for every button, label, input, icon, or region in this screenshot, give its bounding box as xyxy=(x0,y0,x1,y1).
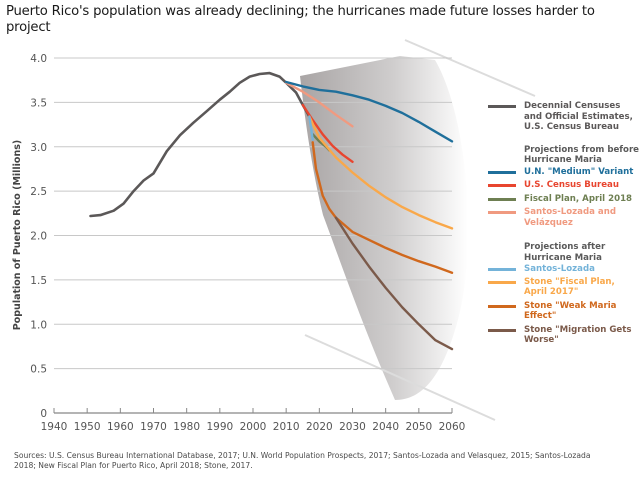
legend-item-santos-lozada-velazquez: Santos-Lozada and Velázquez xyxy=(486,207,624,228)
legend-swatch xyxy=(488,170,516,174)
x-tick-label: 1990 xyxy=(206,421,233,433)
legend-heading-before: Projections from before Hurricane Maria xyxy=(524,144,640,166)
series-line-5 xyxy=(308,115,314,141)
legend-item-historical: Decennial Censuses and Official Estimate… xyxy=(486,101,640,133)
y-tick-label: 1.5 xyxy=(30,275,47,287)
legend-item-stone-migration-worse: Stone "Migration Gets Worse" xyxy=(486,325,634,346)
x-tick-label: 1980 xyxy=(173,421,200,433)
y-tick-label: 4.0 xyxy=(30,53,47,65)
y-tick-label: 2.5 xyxy=(30,186,47,198)
series-line-4 xyxy=(285,81,354,128)
legend-item-santos-lozada: Santos-Lozada xyxy=(486,264,640,275)
legend-swatch xyxy=(488,268,516,271)
y-axis-label: Population of Puerto Rico (Millions) xyxy=(12,140,23,330)
legend-item-stone-fiscal-plan: Stone "Fiscal Plan, April 2017" xyxy=(486,277,624,298)
legend-swatch xyxy=(488,280,516,284)
x-tick-label: 1950 xyxy=(74,421,101,433)
x-tick-label: 2060 xyxy=(439,421,466,433)
sources-note: Sources: U.S. Census Bureau Internationa… xyxy=(14,451,591,470)
x-tick-label: 2010 xyxy=(273,421,300,433)
legend-swatch xyxy=(488,184,516,187)
legend-item-stone-weak-maria: Stone "Weak Maria Effect" xyxy=(486,301,624,322)
series-line-0 xyxy=(89,71,311,218)
uncertainty-funnel xyxy=(300,56,469,400)
x-tick-label: 2030 xyxy=(339,421,366,433)
legend-item-census-bureau: U.S. Census Bureau xyxy=(486,180,640,191)
x-tick-label: 1940 xyxy=(41,421,68,433)
y-tick-label: 3.0 xyxy=(30,142,47,154)
legend-heading-after: Projections after Hurricane Maria xyxy=(524,242,606,263)
x-tick-label: 2020 xyxy=(306,421,333,433)
decorative-diagonal-bottom xyxy=(304,334,496,421)
legend-swatch xyxy=(488,304,516,308)
legend-item-un-medium: U.N. "Medium" Variant xyxy=(486,167,640,178)
x-tick-label: 2000 xyxy=(240,421,267,433)
y-tick-label: 2.0 xyxy=(30,231,47,243)
series-line-1 xyxy=(285,80,454,143)
x-tick-label: 1970 xyxy=(140,421,167,433)
x-tick-label: 2040 xyxy=(372,421,399,433)
chart-legend: Decennial Censuses and Official Estimate… xyxy=(486,101,640,346)
x-tick-label: 1960 xyxy=(107,421,134,433)
series-line-8 xyxy=(334,216,454,351)
legend-swatch xyxy=(488,197,516,201)
series-line-7 xyxy=(311,141,454,274)
x-tick-label: 2050 xyxy=(405,421,432,433)
y-tick-label: 1.0 xyxy=(30,319,47,331)
legend-swatch xyxy=(488,105,516,108)
legend-swatch xyxy=(488,211,516,214)
y-tick-label: 0 xyxy=(40,408,47,420)
legend-item-fiscal-plan: Fiscal Plan, April 2018 xyxy=(486,194,640,205)
legend-swatch xyxy=(488,328,516,332)
y-tick-label: 3.5 xyxy=(30,97,47,109)
y-tick-label: 0.5 xyxy=(30,364,47,376)
chart-title: Puerto Rico's population was already dec… xyxy=(6,4,595,35)
series-line-6 xyxy=(308,115,454,230)
decorative-diagonal-top xyxy=(404,39,536,97)
